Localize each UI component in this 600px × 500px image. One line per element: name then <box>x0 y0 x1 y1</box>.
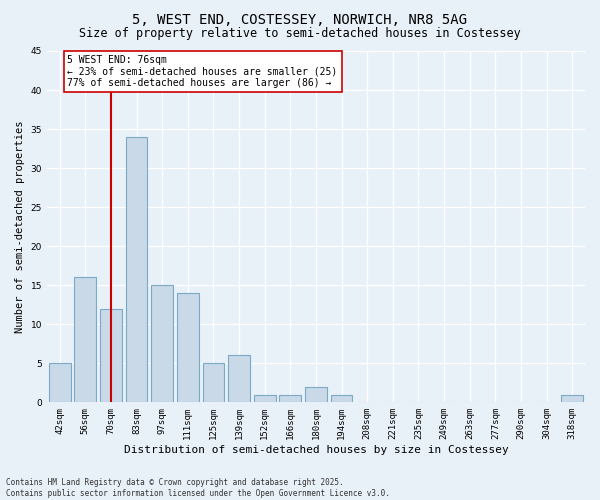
Bar <box>100 308 122 402</box>
Bar <box>74 278 96 402</box>
Text: 5, WEST END, COSTESSEY, NORWICH, NR8 5AG: 5, WEST END, COSTESSEY, NORWICH, NR8 5AG <box>133 12 467 26</box>
Bar <box>254 394 275 402</box>
Y-axis label: Number of semi-detached properties: Number of semi-detached properties <box>15 120 25 333</box>
Bar <box>151 285 173 403</box>
Bar <box>177 293 199 403</box>
Bar <box>203 364 224 403</box>
Bar <box>331 394 352 402</box>
Text: Size of property relative to semi-detached houses in Costessey: Size of property relative to semi-detach… <box>79 28 521 40</box>
Bar <box>126 137 148 402</box>
Bar <box>561 394 583 402</box>
Text: Contains HM Land Registry data © Crown copyright and database right 2025.
Contai: Contains HM Land Registry data © Crown c… <box>6 478 390 498</box>
Text: 5 WEST END: 76sqm
← 23% of semi-detached houses are smaller (25)
77% of semi-det: 5 WEST END: 76sqm ← 23% of semi-detached… <box>67 55 338 88</box>
Bar <box>228 356 250 403</box>
Bar <box>305 386 327 402</box>
X-axis label: Distribution of semi-detached houses by size in Costessey: Distribution of semi-detached houses by … <box>124 445 508 455</box>
Bar <box>280 394 301 402</box>
Bar <box>49 364 71 403</box>
